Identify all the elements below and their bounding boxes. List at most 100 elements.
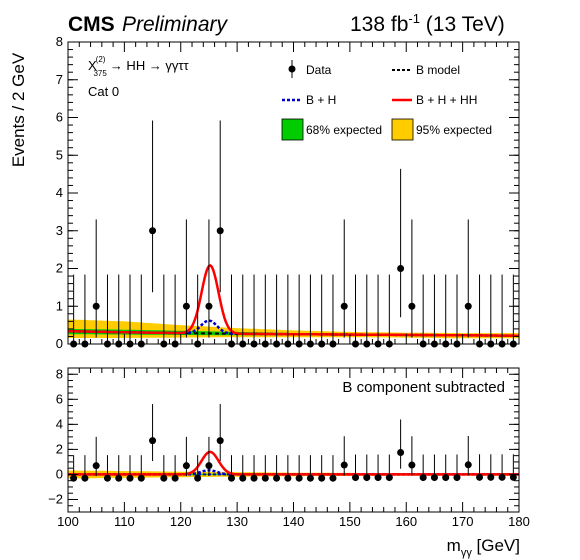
data-point — [149, 227, 157, 235]
data-point — [182, 302, 190, 310]
upper-frame — [67, 41, 520, 345]
lower-panel-title: B component subtracted — [342, 379, 505, 396]
x-axis-title: mγγ [GeV] — [447, 536, 520, 559]
data-point — [216, 227, 224, 235]
y-tick-label: 2 — [56, 261, 63, 276]
preliminary-label: Preliminary — [122, 13, 229, 36]
legend-bh-label: B + H — [306, 93, 336, 107]
data-points — [70, 120, 517, 348]
data-point — [115, 474, 123, 482]
x-tick-label: 120 — [170, 514, 192, 529]
data-point — [352, 474, 360, 482]
data-point — [397, 449, 405, 457]
legend-data-label: Data — [306, 63, 332, 77]
data-point — [137, 474, 145, 482]
y-tick-label: 4 — [56, 416, 63, 431]
legend-68-label: 68% expected — [306, 123, 382, 137]
data-point — [250, 474, 258, 482]
x-tick-label: 150 — [339, 514, 361, 529]
data-point — [509, 473, 517, 481]
lower-data-points — [70, 404, 517, 482]
y-tick-label: 5 — [56, 147, 63, 162]
y-tick-label: 0 — [56, 336, 63, 351]
x-tick-label: 170 — [452, 514, 474, 529]
lumi-label: 138 fb-1 (13 TeV) — [350, 11, 505, 36]
lower-panel: 100 110 120 130 140 150 160 170 180 −2 0 2 4 6 8 B com… — [48, 366, 530, 529]
y-tick-label: 0 — [56, 466, 63, 481]
data-point — [408, 461, 416, 469]
x-tick-label: 160 — [395, 514, 417, 529]
data-point — [81, 474, 89, 482]
data-point — [149, 437, 157, 445]
legend-bhhh-label: B + H + HH — [416, 93, 477, 107]
data-point — [487, 473, 495, 481]
data-point — [194, 474, 202, 482]
legend: Data B model B + H B + H + HH 68% expect… — [281, 60, 492, 141]
data-point — [340, 302, 348, 310]
data-point — [397, 265, 405, 272]
data-point — [205, 462, 213, 470]
y-tick-label: 8 — [56, 34, 63, 49]
data-point — [227, 474, 235, 482]
data-point — [216, 437, 224, 445]
data-point — [205, 302, 213, 310]
y-tick-label: 2 — [56, 441, 63, 456]
data-point — [498, 473, 506, 481]
upper-panel: 0 1 2 3 4 5 6 7 8 X(2) 375→ HH → γγττ Cat 0 Data … — [56, 34, 520, 351]
data-point — [419, 474, 427, 482]
data-point — [408, 302, 416, 310]
y-tick-label: 6 — [56, 110, 63, 125]
y-tick-label: 3 — [56, 223, 63, 238]
y-tick-label: 4 — [56, 185, 63, 200]
data-point — [295, 474, 303, 482]
data-point — [464, 302, 472, 310]
lower-bhhh-curve — [68, 450, 519, 476]
data-point — [92, 302, 100, 310]
x-tick-label: 100 — [57, 514, 79, 529]
legend-68-swatch — [281, 118, 304, 141]
y-tick-label: 8 — [56, 366, 63, 381]
data-point — [476, 473, 484, 481]
x-tick-label: 180 — [508, 514, 530, 529]
data-point — [103, 474, 111, 482]
legend-data-marker — [288, 60, 296, 78]
data-point — [160, 474, 168, 482]
upper-axes: 0 1 2 3 4 5 6 7 8 — [56, 34, 520, 351]
data-point — [430, 474, 438, 482]
process-label: X(2) 375→ HH → γγττ — [88, 55, 190, 78]
lower-axes: 100 110 120 130 140 150 160 170 180 −2 0 2 4 6 8 — [48, 366, 530, 529]
legend-95-swatch — [391, 118, 414, 141]
y-tick-label: 1 — [56, 298, 63, 313]
data-point — [126, 474, 134, 482]
data-point — [363, 474, 371, 482]
y-tick-label: −2 — [48, 491, 63, 506]
data-point — [453, 474, 461, 482]
data-point — [239, 474, 247, 482]
y-tick-label: 7 — [56, 72, 63, 87]
data-point — [273, 474, 281, 482]
data-point — [171, 474, 179, 482]
lower-curves — [68, 450, 519, 476]
data-point — [92, 462, 100, 470]
x-tick-label: 130 — [226, 514, 248, 529]
data-point — [70, 474, 78, 482]
cms-label: CMS — [68, 13, 115, 36]
legend-95-label: 95% expected — [416, 123, 492, 137]
data-point — [306, 474, 314, 482]
y-tick-label: 6 — [56, 391, 63, 406]
legend-bmodel-label: B model — [416, 63, 460, 77]
data-point — [318, 474, 326, 482]
x-tick-label: 140 — [283, 514, 305, 529]
y-axis-title: Events / 2 GeV — [9, 52, 28, 167]
data-point — [261, 474, 269, 482]
data-point — [284, 474, 292, 482]
data-point — [182, 462, 190, 470]
category-label: Cat 0 — [88, 84, 119, 99]
data-point — [385, 474, 393, 482]
data-point — [340, 461, 348, 469]
data-point — [329, 474, 337, 482]
x-tick-label: 110 — [114, 514, 135, 529]
data-point — [374, 474, 382, 482]
data-point — [442, 474, 450, 482]
